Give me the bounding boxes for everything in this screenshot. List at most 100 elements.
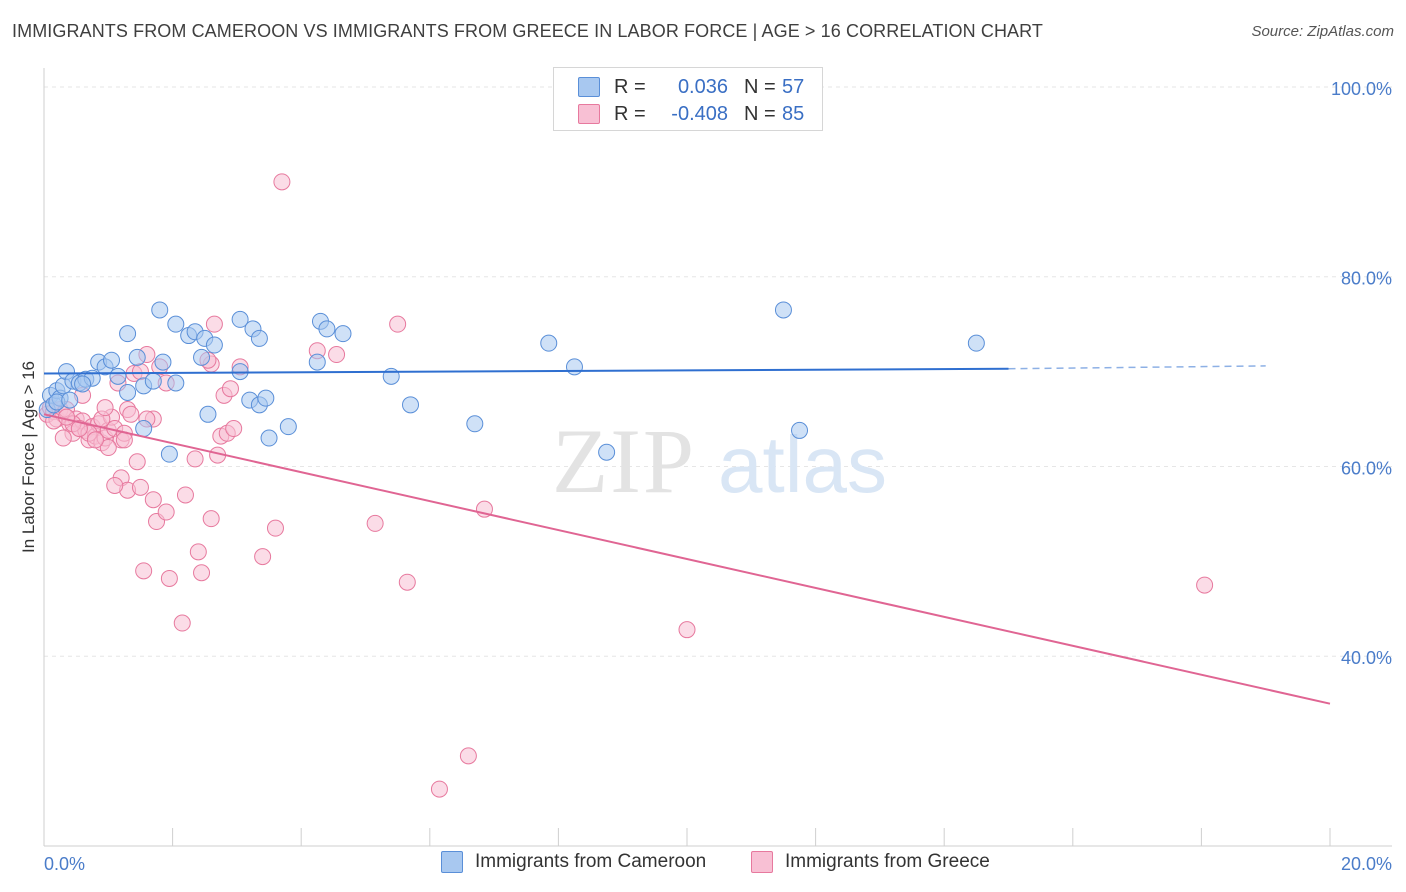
cameroon-trend-line <box>43 367 1009 375</box>
legend-n-value: 57 <box>782 75 805 98</box>
legend-r-value: -0.408 <box>671 102 728 125</box>
cameroon-point <box>119 325 137 343</box>
source-label: Source: ZipAtlas.com <box>1251 23 1394 40</box>
y-tick-label: 40.0% <box>1341 648 1392 668</box>
greece-point <box>225 420 243 438</box>
watermark: ZIP atlas <box>552 410 887 512</box>
legend-swatch-greece <box>578 104 600 124</box>
greece-point <box>99 439 117 457</box>
chart-title: IMMIGRANTS FROM CAMEROON VS IMMIGRANTS F… <box>12 21 1044 41</box>
greece-point <box>173 614 191 632</box>
axes <box>43 68 1392 847</box>
greece-point <box>202 510 220 528</box>
cameroon-point <box>318 320 336 338</box>
greece-point <box>328 346 346 364</box>
greece-point <box>221 380 239 398</box>
greece-point <box>254 548 272 566</box>
cameroon-point <box>308 353 326 371</box>
cameroon-point <box>402 396 420 414</box>
cameroon-point <box>260 429 278 447</box>
cameroon-point <box>144 372 162 390</box>
y-tick-label: 100.0% <box>1331 79 1392 99</box>
correlation-legend: R = 0.036 N = 57 R = -0.408 N = 85 <box>553 67 823 131</box>
legend-n-value: 85 <box>782 102 805 125</box>
greece-point <box>122 405 140 423</box>
cameroon-point <box>257 389 275 407</box>
greece-point <box>70 420 88 438</box>
bottom-legend-label-greece: Immigrants from Greece <box>785 851 990 872</box>
legend-row-greece: R = -0.408 N = 85 <box>578 101 804 127</box>
greece-point <box>678 621 696 639</box>
greece-point <box>96 399 114 417</box>
cameroon-point <box>279 418 297 436</box>
greece-point <box>389 315 407 333</box>
greece-trend-line <box>43 413 1331 705</box>
greece-point <box>193 564 211 582</box>
cameroon-point <box>565 358 583 376</box>
cameroon-point <box>74 375 92 393</box>
greece-point <box>128 453 146 471</box>
bottom-legend-cameroon: Immigrants from Cameroon <box>441 851 706 873</box>
greece-point <box>1196 576 1214 594</box>
greece-point <box>205 315 223 333</box>
greece-point <box>366 514 384 532</box>
bottom-legend-swatch-cameroon <box>441 851 463 873</box>
greece-point <box>131 478 149 496</box>
legend-r-label: R = <box>614 102 646 125</box>
bottom-legend-label-cameroon: Immigrants from Cameroon <box>475 851 707 872</box>
greece-point <box>273 173 291 191</box>
series-cameroon-points <box>38 301 985 463</box>
tick-labels: 40.0% 60.0% 80.0% 100.0% 0.0% 20.0% <box>44 79 1392 874</box>
legend-swatch-cameroon <box>578 77 600 97</box>
cameroon-point <box>167 315 185 333</box>
greece-point <box>459 747 477 765</box>
cameroon-point <box>598 443 616 461</box>
greece-point <box>135 562 153 580</box>
cameroon-point <box>61 391 79 409</box>
cameroon-point <box>154 353 172 371</box>
x-tick-label: 20.0% <box>1341 854 1392 874</box>
greece-point <box>144 491 162 509</box>
trend-lines <box>43 365 1331 705</box>
greece-point <box>430 780 448 798</box>
greece-point <box>266 519 284 537</box>
cameroon-point <box>791 421 809 439</box>
legend-r-value: 0.036 <box>677 75 728 98</box>
cameroon-point <box>334 325 352 343</box>
y-axis-label: In Labor Force | Age > 16 <box>19 361 38 553</box>
greece-point <box>189 543 207 561</box>
cameroon-point <box>109 367 127 385</box>
cameroon-point <box>103 351 121 369</box>
cameroon-point <box>128 348 146 366</box>
legend-n-label: N = <box>744 102 776 125</box>
cameroon-point <box>167 374 185 392</box>
y-tick-label: 60.0% <box>1341 458 1392 478</box>
cameroon-point <box>466 415 484 433</box>
greece-point <box>160 569 178 587</box>
greece-point <box>86 431 104 449</box>
cameroon-point <box>774 301 792 319</box>
cameroon-point <box>967 334 985 352</box>
cameroon-trend-extension <box>1008 365 1266 370</box>
grid-lines <box>44 86 1392 846</box>
cameroon-point <box>119 383 137 401</box>
greece-point <box>106 476 124 494</box>
y-tick-label: 80.0% <box>1341 269 1392 289</box>
greece-point <box>398 573 416 591</box>
greece-point <box>157 503 175 521</box>
greece-point <box>54 429 72 447</box>
bottom-legend-greece: Immigrants from Greece <box>751 851 990 873</box>
cameroon-point <box>231 310 249 328</box>
cameroon-point <box>193 348 211 366</box>
watermark-zip: ZIP <box>552 410 696 512</box>
cameroon-point <box>135 420 153 438</box>
greece-point <box>186 450 204 468</box>
cameroon-point <box>205 336 223 354</box>
legend-n-label: N = <box>744 75 776 98</box>
cameroon-point <box>250 329 268 347</box>
legend-r-label: R = <box>614 75 646 98</box>
greece-point <box>176 486 194 504</box>
cameroon-point <box>382 367 400 385</box>
cameroon-point <box>160 445 178 463</box>
